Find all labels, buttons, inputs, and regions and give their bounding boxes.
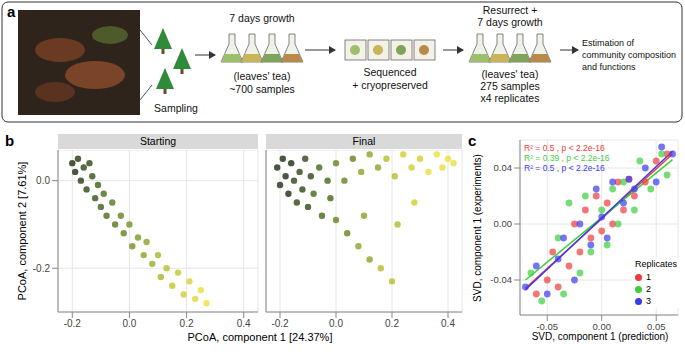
html-text:2: 2 [646,284,651,294]
svg-text:a: a [7,3,16,20]
html-text:Starting: Starting [139,135,177,147]
svg-text:-0.05: -0.05 [536,321,558,332]
svg-text:0.2: 0.2 [385,318,399,329]
svg-text:(leaves' tea): (leaves' tea) [234,70,291,82]
svg-text:-0.2: -0.2 [33,263,51,274]
svg-text:(leaves' tea): (leaves' tea) [482,68,539,80]
html-text:c: c [468,132,477,149]
html-text:Final: Final [352,135,376,147]
html-text:R² = 0.5 , p < 2.2e-16: R² = 0.5 , p < 2.2e-16 [524,163,605,173]
svg-text:0.4: 0.4 [237,318,251,329]
html-text:SVD, component 1 (experiments): SVD, component 1 (experiments) [471,154,483,302]
svg-text:Sampling: Sampling [154,102,198,114]
svg-text:7 days growth: 7 days growth [477,16,543,28]
svg-text:0.2: 0.2 [180,318,194,329]
svg-text:+ cryopreserved: + cryopreserved [352,79,428,91]
svg-text:0.00: 0.00 [592,321,611,332]
svg-text:Resurrect +: Resurrect + [483,4,538,16]
html-text:R² = 0.5 , p < 2.2e-16: R² = 0.5 , p < 2.2e-16 [524,143,605,153]
svg-text:7 days growth: 7 days growth [229,12,295,24]
svg-text:0.05: 0.05 [647,321,666,332]
svg-text:-0.2: -0.2 [64,318,82,329]
svg-text:Estimation of: Estimation of [582,38,635,48]
svg-text:x4 replicates: x4 replicates [481,92,540,104]
svg-text:0.0: 0.0 [36,175,50,186]
html-text:Replicates: Replicates [635,259,677,269]
svg-text:-0.2: -0.2 [271,318,289,329]
html-text:b: b [5,132,15,149]
html-text:PCoA, component 1 [24.37%]: PCoA, component 1 [24.37%] [187,331,333,343]
html-text:SVD, component 1 (prediction): SVD, component 1 (prediction) [531,331,669,342]
html-text:R² = 0.39 , p < 2.2e-16: R² = 0.39 , p < 2.2e-16 [524,153,610,163]
html-text:PCoA, component 2 [7.61%]: PCoA, component 2 [7.61%] [16,161,28,301]
html-text:3: 3 [646,296,651,306]
svg-text:0.4: 0.4 [441,318,455,329]
svg-text:-0.04: -0.04 [490,274,512,285]
svg-text:275 samples: 275 samples [480,80,540,92]
svg-text:community composition: community composition [582,50,676,60]
svg-text:0.00: 0.00 [494,218,513,229]
svg-text:0.04: 0.04 [494,162,513,173]
html-text:1: 1 [646,272,651,282]
svg-text:0.0: 0.0 [122,318,136,329]
svg-text:~700 samples: ~700 samples [229,83,295,95]
svg-text:and functions: and functions [582,62,636,72]
svg-text:0.0: 0.0 [329,318,343,329]
svg-text:Sequenced: Sequenced [363,66,416,78]
